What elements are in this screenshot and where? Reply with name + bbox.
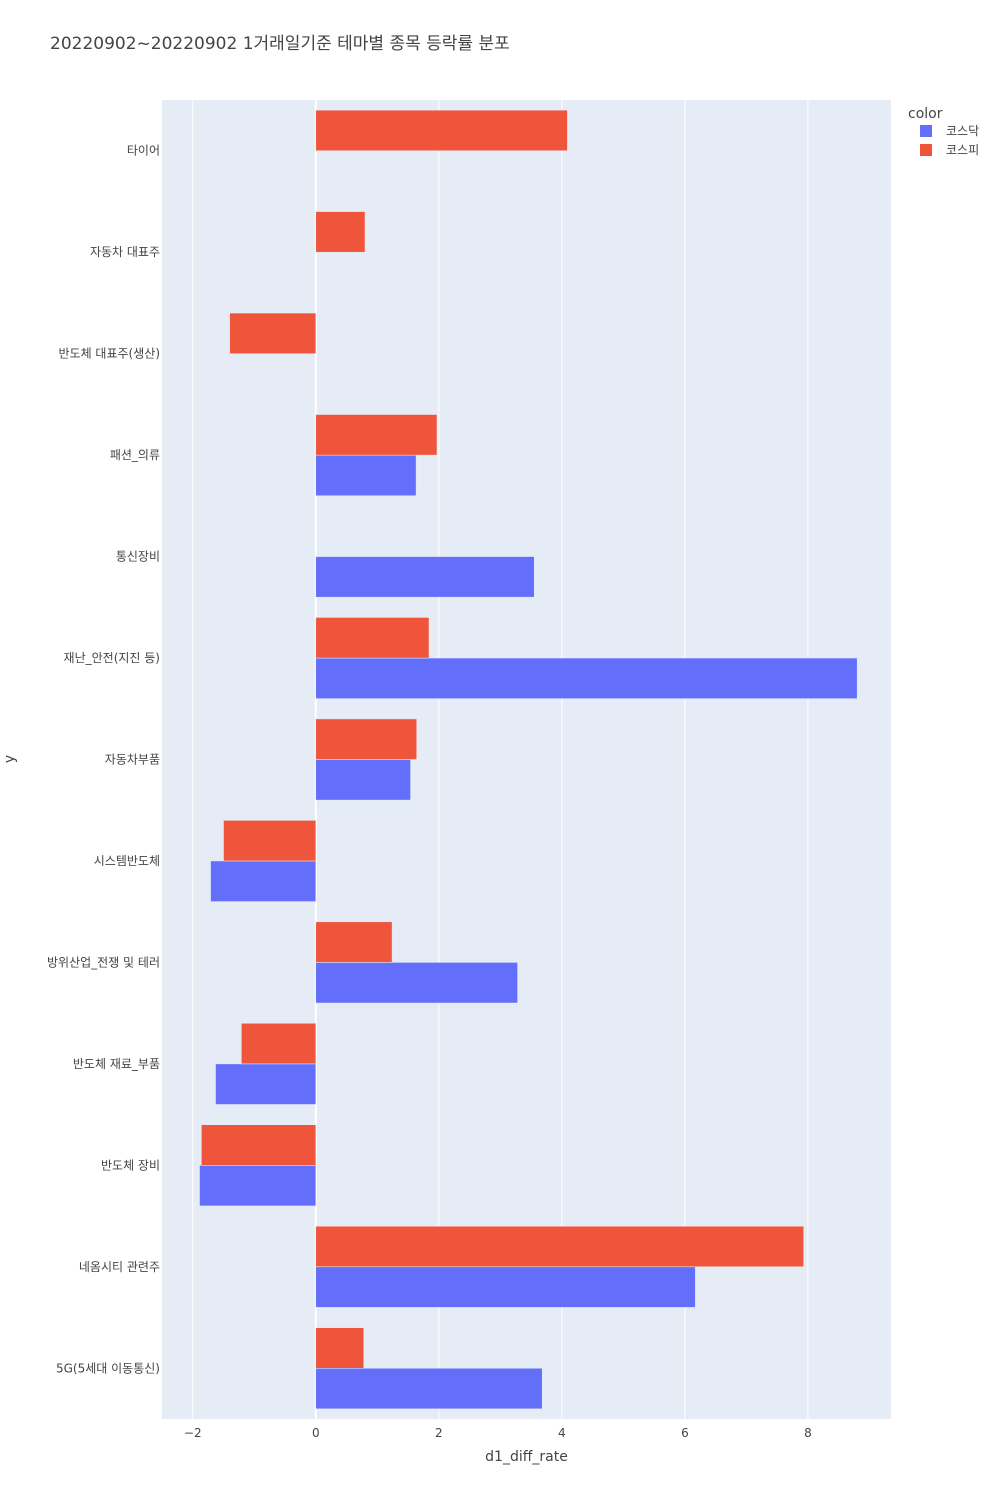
bar-kospi[interactable]	[315, 718, 417, 760]
bar-kosdaq[interactable]	[315, 657, 858, 699]
bar-kosdaq[interactable]	[315, 1266, 696, 1308]
bar-kosdaq[interactable]	[215, 1063, 317, 1105]
bar-kosdaq[interactable]	[315, 1368, 543, 1410]
bar-kosdaq[interactable]	[210, 860, 317, 902]
bar-kosdaq[interactable]	[315, 556, 535, 598]
legend-label: 코스피	[946, 143, 979, 157]
legend-item-kosdaq[interactable]: 코스닥	[920, 124, 979, 138]
bar-kospi[interactable]	[201, 1124, 317, 1166]
bar-kosdaq[interactable]	[315, 759, 411, 801]
x-tick-label: 8	[804, 1426, 812, 1440]
legend-title: color	[908, 106, 943, 122]
y-tick-label: 통신장비	[116, 550, 160, 564]
y-tick-label: 반도체 장비	[101, 1158, 160, 1172]
y-tick-label: 반도체 대표주(생산)	[59, 347, 161, 361]
bar-kospi[interactable]	[229, 312, 317, 354]
y-tick-label: 시스템반도체	[94, 854, 160, 868]
x-tick-label: 6	[681, 1426, 689, 1440]
bar-kospi[interactable]	[315, 617, 430, 659]
y-tick-label: 자동차부품	[105, 753, 160, 767]
y-axis-title: y	[2, 755, 18, 763]
legend-label: 코스닥	[946, 124, 979, 138]
bar-kospi[interactable]	[315, 1327, 365, 1369]
y-tick-label: 네옴시티 관련주	[79, 1260, 160, 1274]
y-tick-label: 5G(5세대 이동통신)	[56, 1361, 160, 1375]
x-tick-label: 4	[558, 1426, 566, 1440]
bar-kospi[interactable]	[315, 1225, 804, 1268]
x-axis-title: d1_diff_rate	[485, 1449, 568, 1465]
bar-kosdaq[interactable]	[315, 454, 417, 496]
legend: color 코스닥 코스피	[908, 106, 979, 157]
y-tick-label: 반도체 재료_부품	[73, 1057, 160, 1071]
bar-kospi[interactable]	[241, 1023, 317, 1065]
y-tick-label: 자동차 대표주	[90, 245, 160, 259]
bar-kosdaq[interactable]	[315, 962, 518, 1004]
x-tick-label: 2	[435, 1426, 443, 1440]
x-tick-label: 0	[312, 1426, 320, 1440]
bar-kospi[interactable]	[315, 109, 568, 151]
bar-kospi[interactable]	[315, 921, 393, 963]
bar-kospi[interactable]	[315, 211, 366, 253]
bar-kospi[interactable]	[223, 820, 317, 862]
bar-kosdaq[interactable]	[199, 1165, 317, 1207]
y-tick-label: 재난_안전(지진 등)	[64, 651, 160, 665]
legend-swatch	[920, 125, 932, 137]
y-tick-label: 타이어	[127, 144, 160, 158]
plot-area	[162, 100, 891, 1419]
legend-swatch	[920, 144, 932, 156]
bar-kospi[interactable]	[315, 414, 438, 456]
bars	[199, 109, 858, 1410]
y-tick-label: 방위산업_전쟁 및 테러	[47, 955, 160, 969]
x-tick-label: −2	[184, 1426, 202, 1440]
y-tick-label: 패션_의류	[110, 448, 160, 462]
chart-title: 20220902~20220902 1거래일기준 테마별 종목 등락률 분포	[50, 34, 510, 54]
x-tick-labels: −2 0 2 4 6 8	[184, 1426, 812, 1440]
legend-item-kospi[interactable]: 코스피	[920, 143, 979, 157]
